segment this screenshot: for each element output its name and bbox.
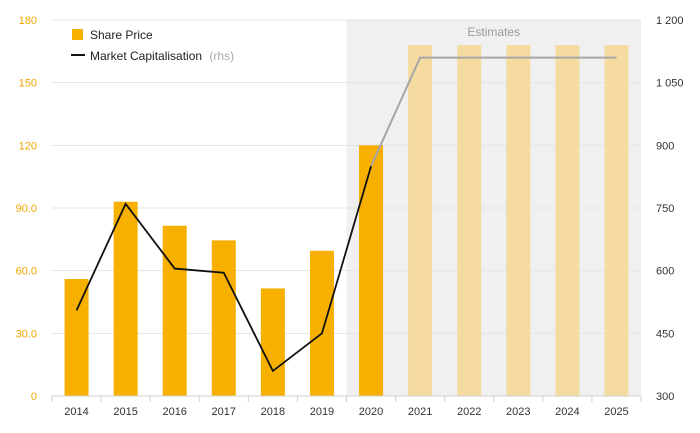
- left-tick-label: 60.0: [16, 266, 37, 278]
- right-tick-label: 600: [656, 266, 674, 278]
- share-price-bar: [457, 45, 482, 397]
- left-tick-label: 180: [19, 15, 37, 27]
- share-price-bar: [211, 240, 236, 396]
- right-tick-label: 1 050: [656, 78, 684, 90]
- right-tick-label: 750: [656, 203, 674, 215]
- x-tick-label: 2023: [506, 406, 530, 418]
- share-price-bar: [309, 250, 334, 396]
- x-axis: 2014 2015 2016 2017 2018 2019 2020 2021 2022 2023…: [51, 395, 642, 418]
- left-tick-label: 90.0: [16, 203, 37, 215]
- share-price-bar: [260, 288, 285, 396]
- legend-market-cap-label: Market Capitalisation (rhs): [90, 49, 234, 63]
- share-price-bar: [359, 145, 384, 396]
- x-tick-label: 2018: [261, 406, 285, 418]
- estimate-band-label: Estimates: [467, 25, 520, 39]
- right-axis: 300 450 600 750 900 1 050 1 200: [656, 15, 684, 403]
- share-price-bar: [408, 45, 433, 397]
- left-tick-label: 120: [19, 140, 37, 152]
- right-tick-label: 900: [656, 140, 674, 152]
- x-tick-label: 2014: [64, 406, 88, 418]
- legend-market-cap-name: Market Capitalisation: [90, 49, 202, 63]
- legend-market-cap-suffix: (rhs): [209, 49, 234, 63]
- left-axis: 0 30.0 60.0 90.0 120 150 180: [16, 15, 37, 403]
- gridlines: [52, 19, 641, 334]
- market-cap-line: [75, 56, 617, 373]
- share-price-bar: [64, 279, 89, 396]
- bars: [64, 45, 629, 397]
- share-price-bar: [604, 45, 629, 397]
- x-tick-label: 2022: [457, 406, 481, 418]
- x-tick-label: 2019: [310, 406, 334, 418]
- right-tick-label: 300: [656, 391, 674, 403]
- market-cap-estimate-segment: [370, 56, 617, 167]
- x-tick-label: 2025: [604, 406, 628, 418]
- share-price-bar: [113, 201, 138, 396]
- left-tick-label: 30.0: [16, 328, 37, 340]
- right-tick-label: 450: [656, 328, 674, 340]
- share-price-bar: [162, 225, 187, 396]
- x-tick-label: 2016: [162, 406, 186, 418]
- x-tick-label: 2020: [359, 406, 383, 418]
- share-price-bar: [555, 45, 580, 397]
- legend-share-price-swatch: [72, 29, 83, 40]
- left-tick-label: 150: [19, 78, 37, 90]
- left-tick-label: 0: [31, 391, 37, 403]
- x-tick-label: 2017: [212, 406, 236, 418]
- share-price-bar: [506, 45, 531, 397]
- x-tick-label: 2021: [408, 406, 432, 418]
- market-cap-actual-segment: [75, 165, 372, 373]
- legend-share-price-label: Share Price: [90, 28, 153, 42]
- right-tick-label: 1 200: [656, 15, 684, 27]
- x-tick-label: 2015: [113, 406, 137, 418]
- legend: Share Price Market Capitalisation (rhs): [71, 28, 234, 63]
- x-tick-label: 2024: [555, 406, 579, 418]
